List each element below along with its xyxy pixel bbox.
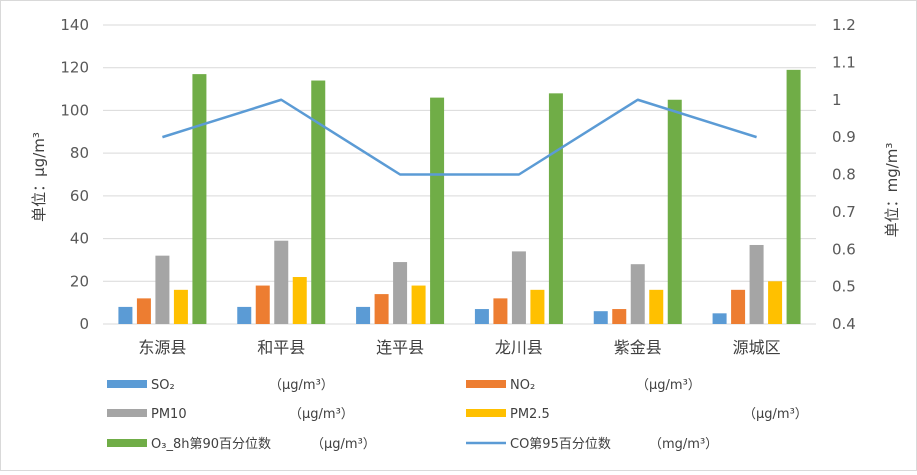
bar: [256, 286, 270, 324]
right-tick-label: 0.9: [832, 128, 856, 146]
bar: [713, 313, 727, 324]
left-tick-label: 120: [60, 59, 89, 77]
right-tick-label: 0.6: [832, 240, 856, 258]
bar: [668, 100, 682, 324]
category-label: 东源县: [138, 338, 186, 357]
bar: [237, 307, 251, 324]
category-label: 和平县: [257, 338, 305, 357]
bar: [430, 98, 444, 324]
legend-unit: （μg/m³）: [636, 378, 701, 393]
co-series-line: [162, 100, 756, 175]
bar: [274, 241, 288, 324]
legend-swatch: [466, 409, 506, 417]
category-label: 紫金县: [614, 338, 662, 357]
legend-swatch: [466, 380, 506, 388]
right-tick-label: 1.2: [832, 16, 856, 34]
bar: [375, 294, 389, 324]
left-tick-label: 40: [70, 230, 89, 248]
legend-swatch: [107, 380, 147, 388]
legend-unit: （μg/m³）: [269, 378, 334, 393]
right-tick-label: 1: [832, 91, 842, 109]
bar: [393, 262, 407, 324]
bar: [750, 245, 764, 324]
legend-label: PM2.5: [510, 407, 550, 422]
legend-swatch: [107, 439, 147, 447]
bar: [118, 307, 132, 324]
right-tick-label: 0.4: [832, 315, 856, 333]
right-axis-ticks: 0.4 0.5 0.6 0.7 0.8 0.9 1 1.1 1.2: [832, 16, 856, 333]
bar: [311, 81, 325, 324]
bar: [512, 251, 526, 324]
legend-swatch: [107, 409, 147, 417]
bar: [493, 298, 507, 324]
bar: [412, 286, 426, 324]
bar: [137, 298, 151, 324]
bar: [192, 74, 206, 324]
legend-label: CO第95百分位数: [510, 437, 611, 452]
bar: [787, 70, 801, 324]
legend: SO₂ （μg/m³） NO₂ （μg/m³） PM10 （μg/m³） PM2.5 （μg/…: [107, 378, 808, 452]
legend-label: PM10: [151, 407, 187, 422]
left-tick-label: 20: [70, 272, 89, 290]
bar: [530, 290, 544, 324]
bar: [293, 277, 307, 324]
category-label: 源城区: [733, 338, 781, 357]
left-axis-ticks: 0 20 40 60 80 100 120 140: [60, 16, 89, 333]
legend-unit: （μg/m³）: [311, 437, 376, 452]
bars: [118, 70, 800, 324]
right-tick-label: 0.8: [832, 166, 856, 184]
left-tick-label: 0: [79, 315, 89, 333]
bar: [731, 290, 745, 324]
bar: [631, 264, 645, 324]
right-tick-label: 0.5: [832, 278, 856, 296]
legend-unit: （μg/m³）: [289, 407, 354, 422]
category-label: 连平县: [376, 338, 424, 357]
legend-label: SO₂: [151, 378, 175, 393]
legend-label: O₃_8h第90百分位数: [151, 437, 271, 452]
bar: [594, 311, 608, 324]
bar: [174, 290, 188, 324]
legend-label: NO₂: [510, 378, 535, 393]
right-tick-label: 0.7: [832, 203, 856, 221]
left-tick-label: 80: [70, 144, 89, 162]
y-axis-left-label: 单位：μg/m³: [30, 132, 48, 222]
bar: [475, 309, 489, 324]
bar: [612, 309, 626, 324]
y-axis-right-label: 单位：mg/m³: [883, 143, 901, 238]
left-tick-label: 60: [70, 187, 89, 205]
category-label: 龙川县: [495, 338, 543, 357]
bar: [155, 256, 169, 324]
bar: [356, 307, 370, 324]
left-tick-label: 100: [60, 101, 89, 119]
left-tick-label: 140: [60, 16, 89, 34]
legend-unit: （μg/m³）: [743, 407, 808, 422]
category-labels: 东源县 和平县 连平县 龙川县 紫金县 源城区: [138, 338, 780, 357]
bar: [649, 290, 663, 324]
right-tick-label: 1.1: [832, 53, 856, 71]
legend-unit: （mg/m³）: [649, 437, 718, 452]
bar: [549, 93, 563, 324]
bar: [768, 281, 782, 324]
